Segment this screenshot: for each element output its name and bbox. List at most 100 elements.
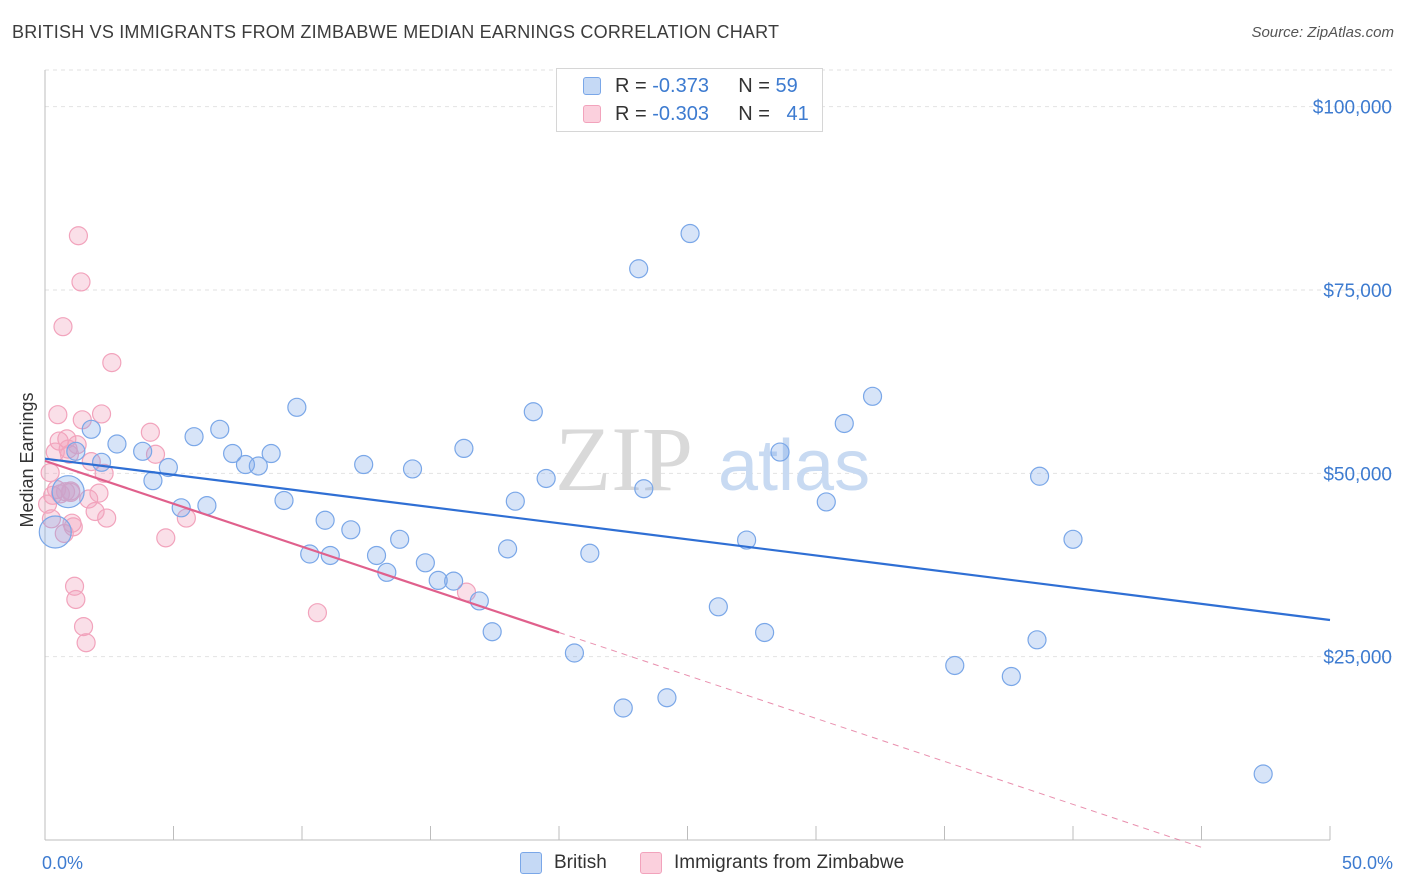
y-tick-label: $50,000: [1323, 464, 1392, 485]
series-swatch-zimbabwe: [640, 852, 662, 874]
zimbabwe-point: [53, 317, 73, 337]
legend-swatch-zimbabwe: [583, 105, 601, 123]
british-point: [143, 471, 163, 491]
zimbabwe-trend-extension: [558, 631, 1202, 848]
british-point: [274, 490, 294, 511]
british-point: [454, 438, 474, 458]
zimbabwe-point: [102, 353, 122, 373]
chart-source: Source: ZipAtlas.com: [1251, 24, 1394, 41]
british-point: [287, 397, 307, 417]
british-point: [366, 545, 387, 566]
y-axis-label: Median Earnings: [17, 392, 37, 527]
british-point: [629, 259, 649, 279]
british-point: [51, 475, 85, 509]
legend-swatch-british: [583, 77, 601, 95]
series-legend: British Immigrants from Zimbabwe: [0, 852, 1406, 878]
british-point: [91, 452, 112, 472]
british-point: [680, 223, 700, 244]
british-point: [505, 491, 525, 511]
zimbabwe-point: [76, 633, 96, 653]
legend-r-value: -0.373: [652, 74, 709, 97]
british-point: [657, 688, 677, 708]
x-tick-label: 0.0%: [42, 853, 83, 873]
series-label-british: British: [554, 852, 607, 873]
british-point: [300, 544, 320, 564]
series-legend-zimbabwe: Immigrants from Zimbabwe: [640, 852, 904, 874]
british-points: [38, 223, 1273, 784]
british-point: [498, 539, 518, 559]
british-point: [428, 570, 448, 591]
zimbabwe-point: [91, 404, 112, 424]
british-point: [354, 454, 374, 475]
zimbabwe-point: [40, 463, 60, 483]
grid-lines: [45, 69, 1392, 658]
british-point: [816, 492, 836, 512]
zimbabwe-point: [48, 405, 68, 425]
british-point: [107, 434, 127, 454]
british-point: [444, 571, 464, 591]
british-point: [261, 443, 281, 464]
series-swatch-british: [520, 852, 542, 874]
british-point: [1001, 666, 1021, 687]
british-point: [536, 468, 556, 489]
y-tick-label: $25,000: [1323, 648, 1392, 669]
zimbabwe-point: [71, 272, 91, 292]
chart-title: BRITISH VS IMMIGRANTS FROM ZIMBABWE MEDI…: [12, 22, 780, 42]
zimbabwe-point: [89, 483, 109, 503]
axes: $25,000 $50,000 $75,000 $100,000 0.0% 50.0%: [42, 70, 1393, 873]
british-point: [1253, 764, 1273, 784]
zimbabwe-point: [41, 509, 62, 529]
zimbabwe-point: [73, 616, 94, 637]
british-point: [415, 553, 435, 573]
zimbabwe-point: [94, 463, 114, 483]
x-tick-label: 50.0%: [1342, 853, 1393, 873]
zimbabwe-points: [37, 226, 477, 653]
british-point: [523, 402, 543, 422]
british-point: [38, 515, 72, 549]
series-legend-british: British: [520, 852, 607, 874]
british-point: [737, 530, 757, 550]
british-point: [1027, 630, 1047, 650]
watermark: ZIP atlas: [555, 408, 870, 510]
british-point: [341, 520, 361, 540]
british-point: [834, 413, 854, 434]
british-point: [862, 386, 883, 406]
trend-lines: [44, 457, 1331, 848]
legend-row-zimbabwe: R = -0.303 N = 41: [583, 101, 809, 127]
series-label-zimbabwe: Immigrants from Zimbabwe: [674, 852, 905, 873]
british-point: [210, 419, 230, 439]
british-point: [770, 442, 790, 462]
british-point: [482, 622, 502, 642]
british-point: [184, 427, 204, 447]
british-point: [1063, 529, 1083, 549]
british-point: [564, 643, 585, 663]
british-point: [402, 459, 423, 479]
british-point: [66, 441, 86, 461]
legend-r-label: R =: [615, 102, 653, 125]
british-point: [613, 698, 633, 718]
zimbabwe-point: [67, 435, 87, 455]
zimbabwe-point: [61, 482, 81, 502]
zimbabwe-point: [68, 226, 89, 246]
british-point: [708, 597, 728, 617]
zimbabwe-point: [140, 422, 160, 442]
zimbabwe-point: [156, 528, 176, 548]
zimbabwe-point: [85, 501, 105, 522]
legend-n-label: N =: [738, 74, 776, 97]
legend-r-label: R =: [615, 74, 653, 97]
british-point: [1029, 466, 1050, 486]
y-tick-label: $100,000: [1313, 98, 1392, 119]
british-point: [634, 479, 654, 499]
british-point: [945, 655, 965, 676]
watermark-zip: ZIP: [555, 408, 693, 510]
british-point: [248, 456, 268, 476]
legend-r-value: -0.303: [652, 102, 709, 125]
zimbabwe-point: [97, 508, 117, 528]
british-point: [158, 457, 178, 478]
legend-n-label: N =: [738, 102, 776, 125]
watermark-atlas: atlas: [718, 426, 870, 506]
british-point: [133, 441, 153, 461]
british-point: [81, 419, 101, 439]
british-point: [223, 443, 243, 464]
